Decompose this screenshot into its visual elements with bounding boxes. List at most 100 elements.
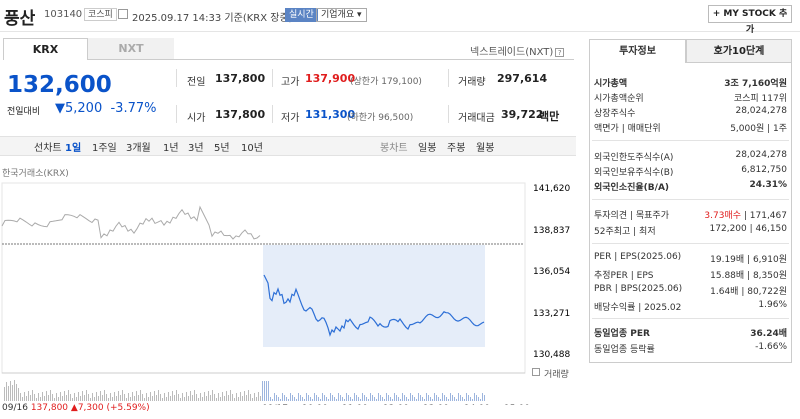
volume-bar bbox=[128, 393, 129, 401]
tab-krx[interactable]: KRX bbox=[3, 38, 88, 60]
week52-row: 52주최고 | 최저 172,200 | 46,150 bbox=[594, 224, 787, 237]
volume-bar bbox=[68, 390, 69, 401]
volume-bar bbox=[14, 380, 15, 401]
volume-bar bbox=[180, 398, 181, 401]
volume-bar bbox=[434, 393, 435, 401]
period-3y[interactable]: 3년 bbox=[188, 143, 204, 154]
add-my-stock-button[interactable]: + MY STOCK 추가 bbox=[708, 5, 792, 35]
volume-bar bbox=[272, 399, 273, 401]
tab-divider bbox=[174, 59, 574, 60]
volume-bar bbox=[464, 399, 465, 401]
volume-bar bbox=[250, 394, 251, 401]
volume-bar bbox=[404, 395, 405, 401]
volume-bar bbox=[94, 397, 95, 401]
volume-bar bbox=[24, 392, 25, 401]
line-chart-button[interactable]: 선차트 bbox=[34, 143, 62, 154]
tab-investment-info[interactable]: 투자정보 bbox=[589, 39, 686, 63]
period-1y[interactable]: 1년 bbox=[163, 143, 179, 154]
divider bbox=[176, 69, 177, 87]
overview-label: 기업개요 bbox=[321, 10, 355, 20]
industry-change-row: 동일업종 등락률 -1.66% bbox=[594, 342, 787, 355]
volume-bar bbox=[462, 397, 463, 401]
period-5y[interactable]: 5년 bbox=[214, 143, 230, 154]
volume-bar bbox=[440, 399, 441, 401]
volume-bar bbox=[32, 390, 33, 401]
weekly-candle-button[interactable]: 주봉 bbox=[447, 143, 466, 154]
chevron-down-icon: ▾ bbox=[357, 10, 362, 20]
volume-bar bbox=[136, 391, 137, 401]
volume-bar bbox=[318, 397, 319, 401]
volume-bar bbox=[388, 395, 389, 401]
volume-bar bbox=[200, 393, 201, 401]
monthly-candle-button[interactable]: 월봉 bbox=[476, 143, 495, 154]
volume-bar bbox=[182, 393, 183, 401]
nextrade-link[interactable]: 넥스트레이드(NXT)? bbox=[470, 43, 565, 58]
period-1w[interactable]: 1주일 bbox=[92, 143, 117, 154]
volume-bar bbox=[254, 393, 255, 401]
volume-bar bbox=[288, 399, 289, 401]
volume-bar bbox=[472, 399, 473, 401]
period-1d[interactable]: 1일 bbox=[65, 143, 82, 154]
volume-bar bbox=[284, 395, 285, 401]
volume-bar bbox=[58, 397, 59, 401]
period-10y[interactable]: 10년 bbox=[241, 143, 263, 154]
volume-bar bbox=[336, 399, 337, 401]
volume-bar bbox=[400, 399, 401, 401]
y-tick-label: 141,620 bbox=[533, 184, 570, 194]
prev-date: 09/16 bbox=[2, 403, 28, 413]
volume-bar bbox=[34, 394, 35, 401]
divider bbox=[592, 243, 789, 244]
prev-day-change: ▲7,300 (+5.59%) bbox=[70, 403, 150, 413]
volume-bar bbox=[300, 395, 301, 401]
volume-bar bbox=[248, 390, 249, 401]
volume-bar bbox=[298, 393, 299, 401]
y-tick-label: 136,054 bbox=[533, 267, 570, 277]
volume-bar bbox=[382, 397, 383, 401]
volume-bar bbox=[118, 391, 119, 401]
tab-nxt[interactable]: NXT bbox=[88, 38, 174, 60]
volume-bar bbox=[372, 395, 373, 401]
volume-bar bbox=[428, 395, 429, 401]
page-header bbox=[0, 0, 800, 32]
volume-bar bbox=[256, 397, 257, 401]
period-3m[interactable]: 3개월 bbox=[126, 143, 151, 154]
volume-bar bbox=[174, 395, 175, 401]
help-icon[interactable]: ? bbox=[555, 47, 565, 57]
volume-bar bbox=[220, 397, 221, 401]
volume-bar bbox=[360, 399, 361, 401]
opinion-row: 투자의견 | 목표주가 3.73매수 | 171,467 bbox=[594, 211, 787, 221]
volume-bar bbox=[218, 393, 219, 401]
volume-bar bbox=[164, 393, 165, 401]
volume-bar bbox=[146, 393, 147, 401]
volume-bar bbox=[346, 393, 347, 401]
daily-candle-button[interactable]: 일봉 bbox=[418, 143, 437, 154]
market-badge: 코스피 bbox=[84, 8, 117, 21]
volume-bar bbox=[230, 390, 231, 401]
volume-bar bbox=[316, 395, 317, 401]
divider bbox=[448, 105, 449, 123]
company-overview-select[interactable]: 기업개요 ▾ bbox=[316, 8, 367, 22]
shares-row: 상장주식수 28,024,278 bbox=[594, 106, 787, 119]
volume-bar bbox=[332, 395, 333, 401]
volume-bar bbox=[396, 395, 397, 401]
amount-label: 거래대금 bbox=[458, 113, 495, 124]
volume-bar bbox=[106, 394, 107, 401]
volume-bar bbox=[178, 394, 179, 401]
tab-order-book-10[interactable]: 호가10단계 bbox=[686, 39, 792, 63]
price-chart[interactable]: 141,620 138,837 136,054 133,271 130,488 09/1… bbox=[0, 175, 580, 405]
volume-bar bbox=[330, 393, 331, 401]
volume-bar bbox=[424, 399, 425, 401]
volume-bar bbox=[420, 395, 421, 401]
volume-bar bbox=[394, 393, 395, 401]
realtime-badge[interactable]: 실시간 bbox=[285, 8, 318, 22]
volume-bar bbox=[240, 392, 241, 401]
volume-bar bbox=[320, 399, 321, 401]
candle-chart-button[interactable]: 봉차트 bbox=[380, 143, 408, 154]
volume-bar bbox=[474, 393, 475, 401]
prev-close-price: 137,800 bbox=[30, 403, 69, 413]
volume-bar bbox=[88, 394, 89, 401]
cap-rank-row: 시가총액순위 코스피 117위 bbox=[594, 94, 787, 104]
volume-bar bbox=[412, 395, 413, 401]
period-bar bbox=[0, 136, 576, 156]
volume-bar bbox=[122, 390, 123, 401]
